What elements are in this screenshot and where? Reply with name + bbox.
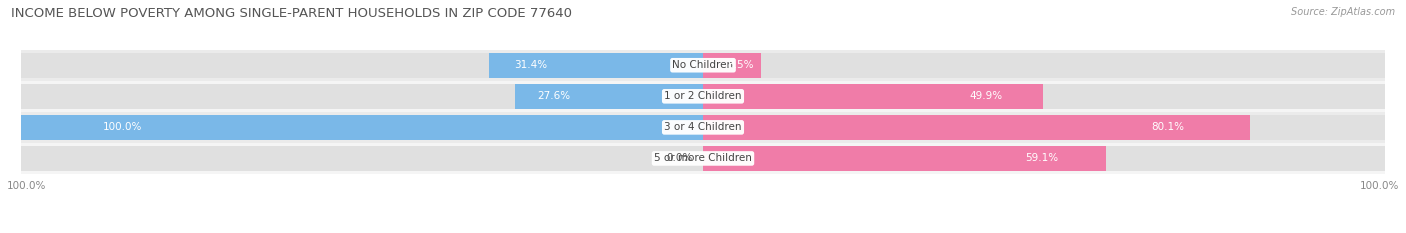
Bar xyxy=(703,52,761,78)
Text: 1 or 2 Children: 1 or 2 Children xyxy=(664,91,742,101)
Text: 8.5%: 8.5% xyxy=(727,60,754,70)
Bar xyxy=(21,115,1385,140)
Bar xyxy=(21,84,1385,109)
Text: 3 or 4 Children: 3 or 4 Children xyxy=(664,122,742,132)
Text: 59.1%: 59.1% xyxy=(1025,154,1057,163)
Bar xyxy=(21,81,1385,112)
Bar xyxy=(21,52,1385,78)
Bar xyxy=(703,146,1107,171)
Text: No Children: No Children xyxy=(672,60,734,70)
Text: 80.1%: 80.1% xyxy=(1152,122,1184,132)
Bar xyxy=(703,84,1043,109)
Text: 27.6%: 27.6% xyxy=(537,91,571,101)
Text: Source: ZipAtlas.com: Source: ZipAtlas.com xyxy=(1291,7,1395,17)
Text: INCOME BELOW POVERTY AMONG SINGLE-PARENT HOUSEHOLDS IN ZIP CODE 77640: INCOME BELOW POVERTY AMONG SINGLE-PARENT… xyxy=(11,7,572,20)
Text: 100.0%: 100.0% xyxy=(7,181,46,191)
Bar xyxy=(489,52,703,78)
Text: 0.0%: 0.0% xyxy=(666,154,693,163)
Bar xyxy=(703,115,1250,140)
Text: 100.0%: 100.0% xyxy=(1360,181,1399,191)
Bar xyxy=(21,50,1385,81)
Text: 100.0%: 100.0% xyxy=(103,122,142,132)
Text: 31.4%: 31.4% xyxy=(515,60,547,70)
Bar xyxy=(21,115,703,140)
Legend: Single Father, Single Mother: Single Father, Single Mother xyxy=(600,230,806,233)
Text: 5 or more Children: 5 or more Children xyxy=(654,154,752,163)
Text: 49.9%: 49.9% xyxy=(970,91,1002,101)
Bar xyxy=(21,143,1385,174)
Bar xyxy=(21,146,1385,171)
Bar xyxy=(21,112,1385,143)
Bar xyxy=(515,84,703,109)
